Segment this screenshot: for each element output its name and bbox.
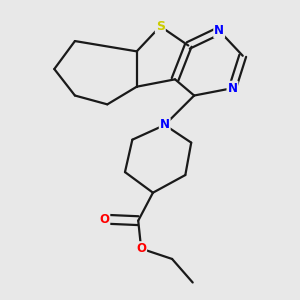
Text: O: O — [136, 242, 146, 255]
Text: N: N — [214, 24, 224, 37]
Text: N: N — [160, 118, 170, 131]
Text: N: N — [227, 82, 237, 95]
Text: O: O — [99, 213, 110, 226]
Text: S: S — [156, 20, 165, 33]
